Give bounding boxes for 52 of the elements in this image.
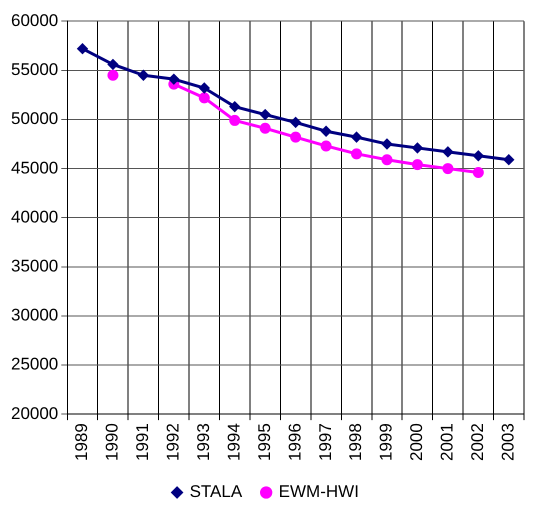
point: [260, 122, 271, 134]
point: [351, 148, 362, 160]
point: [320, 126, 332, 137]
point: [168, 74, 180, 85]
y-tick-label: 25000: [10, 354, 58, 374]
x-tick-label: 2003: [498, 423, 518, 462]
x-tick-label: 1996: [285, 423, 304, 462]
x-tick-label: 1997: [316, 423, 335, 462]
point: [198, 92, 210, 104]
point: [198, 82, 210, 94]
x-tick-label: 1994: [224, 423, 244, 462]
point: [229, 114, 240, 126]
x-tick-label: 2002: [468, 423, 488, 462]
x-tick-label: 1990: [102, 423, 122, 462]
y-tick-label: 40000: [10, 207, 58, 226]
point: [138, 70, 149, 81]
y-tick-label: 35000: [10, 256, 58, 276]
x-tick-label: 1989: [72, 423, 92, 462]
point: [381, 154, 392, 166]
point: [442, 163, 454, 174]
point: [107, 58, 118, 70]
x-tick-label: 1993: [194, 423, 213, 462]
x-tick-label: 1998: [346, 423, 366, 462]
point: [472, 167, 484, 178]
point: [229, 101, 240, 112]
legend-label: EWM-HWI: [278, 482, 359, 502]
x-tick-label: 2001: [438, 423, 457, 462]
point: [442, 146, 454, 158]
point: [290, 132, 302, 143]
point: [412, 142, 423, 154]
y-tick-label: 30000: [10, 306, 58, 325]
point: [503, 154, 514, 166]
point: [107, 70, 118, 81]
x-tick-label: 1992: [164, 423, 183, 462]
point: [381, 138, 392, 150]
x-tick-label: 1999: [376, 423, 396, 462]
y-tick-label: 60000: [10, 10, 58, 30]
point: [412, 159, 423, 170]
point: [290, 116, 302, 128]
y-tick-label: 45000: [10, 158, 58, 178]
x-tick-label: 2000: [407, 423, 426, 462]
y-tick-label: 20000: [10, 404, 58, 423]
point: [351, 132, 362, 143]
legend-label: STALA: [190, 482, 243, 502]
point: [260, 109, 271, 120]
point: [472, 150, 484, 162]
x-tick-label: 1991: [133, 423, 152, 462]
point: [76, 43, 88, 54]
y-tick-label: 55000: [10, 60, 58, 80]
y-tick-label: 50000: [10, 109, 58, 128]
x-tick-label: 1995: [254, 423, 274, 462]
point: [320, 140, 332, 152]
